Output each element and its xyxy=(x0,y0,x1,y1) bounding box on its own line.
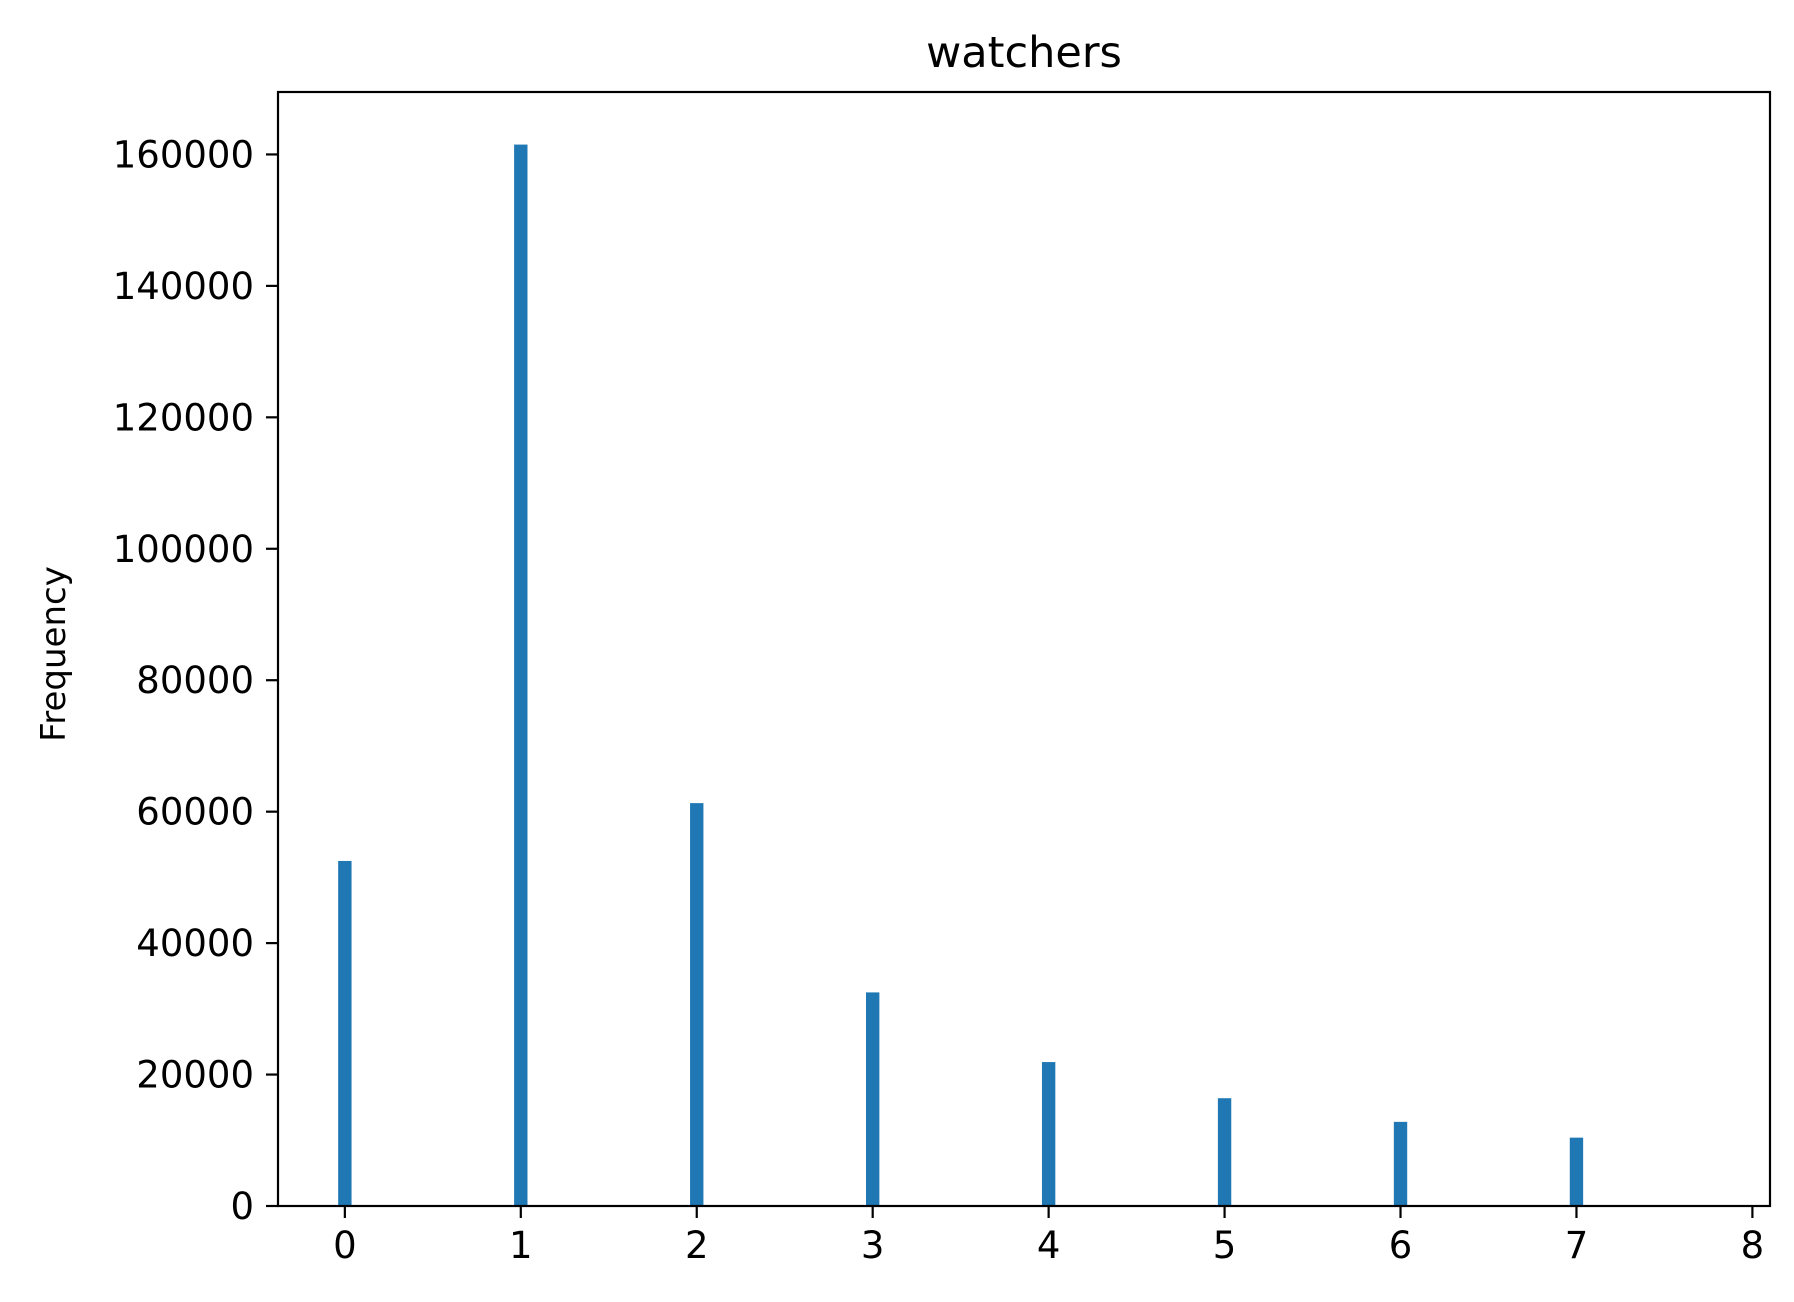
y-tick-label: 40000 xyxy=(136,922,254,965)
y-tick-label: 0 xyxy=(230,1185,254,1228)
y-tick-label: 100000 xyxy=(113,528,254,571)
x-tick-label: 6 xyxy=(1389,1224,1413,1267)
chart-title: watchers xyxy=(926,28,1122,78)
bar-2 xyxy=(690,803,704,1206)
x-tick-label: 8 xyxy=(1741,1224,1765,1267)
x-tick-label: 2 xyxy=(685,1224,709,1267)
x-tick-label: 0 xyxy=(333,1224,357,1267)
bars-group xyxy=(338,144,1584,1207)
plot-frame xyxy=(276,90,1772,1208)
bar-5 xyxy=(1217,1098,1232,1206)
bar-1 xyxy=(514,144,528,1207)
bar-0 xyxy=(338,860,352,1206)
y-axis-ticks: 0 20000 40000 60000 80000 100000 120000 140000 1… xyxy=(113,133,278,1228)
y-tick-label: 140000 xyxy=(113,265,254,308)
x-tick-label: 1 xyxy=(509,1224,533,1267)
y-tick-label: 160000 xyxy=(113,133,254,176)
x-axis-ticks: 0 1 2 3 4 5 6 7 8 xyxy=(333,1206,1764,1267)
bar-3 xyxy=(866,992,880,1206)
y-tick-label: 60000 xyxy=(136,791,254,834)
x-tick-label: 7 xyxy=(1565,1224,1589,1267)
x-tick-label: 4 xyxy=(1037,1224,1061,1267)
y-tick-label: 20000 xyxy=(136,1054,254,1097)
x-tick-label: 3 xyxy=(861,1224,885,1267)
bar-4 xyxy=(1041,1062,1056,1206)
y-tick-label: 120000 xyxy=(113,396,254,439)
x-tick-label: 5 xyxy=(1213,1224,1237,1267)
y-tick-label: 80000 xyxy=(136,659,254,702)
bar-7 xyxy=(1569,1137,1584,1206)
y-axis-label: Frequency xyxy=(34,566,74,742)
bar-6 xyxy=(1393,1121,1408,1206)
